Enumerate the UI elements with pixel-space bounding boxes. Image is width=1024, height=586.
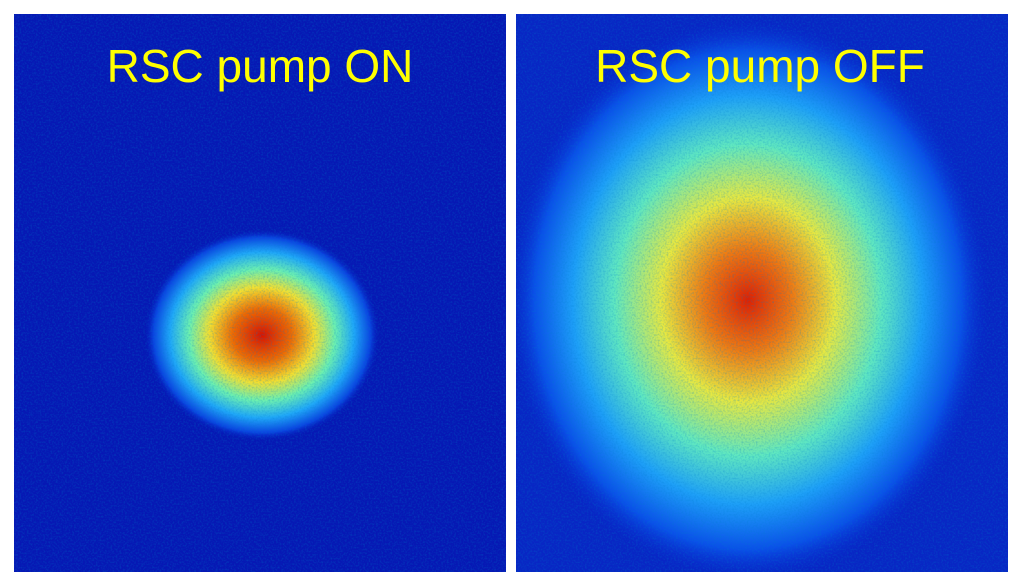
panel-label: RSC pump ON [107, 40, 414, 92]
panel-off: RSC pump OFF [516, 14, 1008, 572]
panel-on: RSC pump ON [14, 14, 506, 572]
noise [14, 14, 506, 572]
noise [516, 14, 1008, 572]
panel-label: RSC pump OFF [595, 40, 925, 92]
